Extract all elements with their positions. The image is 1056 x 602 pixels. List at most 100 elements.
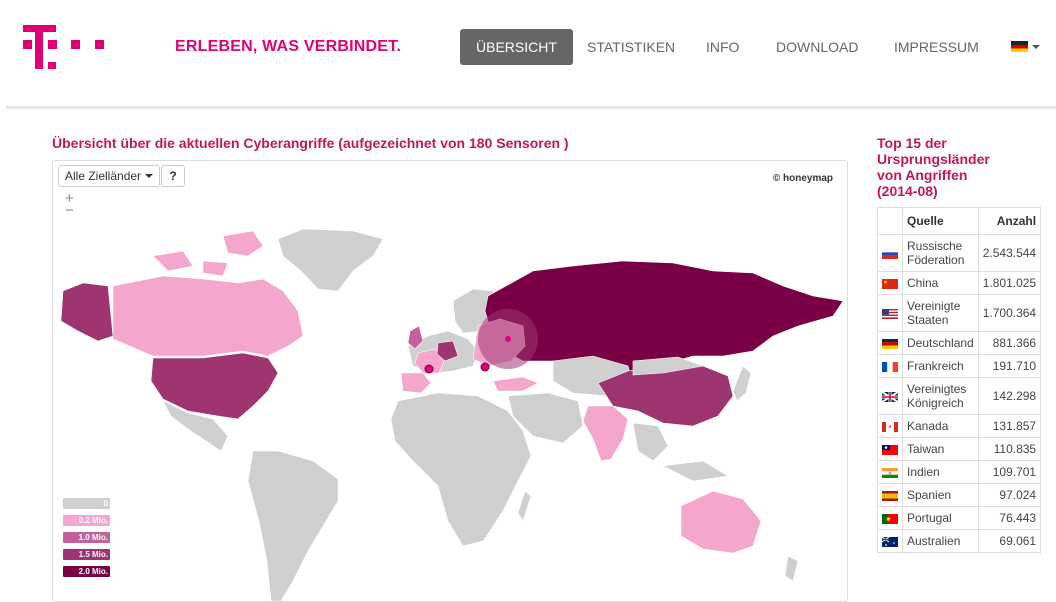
country-turkey[interactable] xyxy=(492,376,539,392)
country-greenland[interactable] xyxy=(277,228,384,292)
flag-au-icon xyxy=(882,536,898,547)
attack-marker-france[interactable] xyxy=(424,364,434,374)
country-name: Vereinigte Staaten xyxy=(902,294,979,332)
map-panel: Alle Zielländer ? + − © honeymap 0 0.2 M… xyxy=(52,160,848,602)
map-legend: 0 0.2 Mio. 1.0 Mio. 1.5 Mio. 2.0 Mio. xyxy=(63,498,110,583)
attack-marker-russia[interactable] xyxy=(505,336,511,342)
table-row: Russische Föderation 2.543.544 xyxy=(877,234,1042,272)
target-country-select[interactable]: Alle Zielländer xyxy=(58,165,161,187)
country-alaska[interactable] xyxy=(60,282,114,342)
country-iberia[interactable] xyxy=(400,372,432,394)
attack-count: 97.024 xyxy=(977,483,1042,507)
attack-count: 1.700.364 xyxy=(977,294,1042,332)
page-title: Übersicht über die aktuellen Cyberangrif… xyxy=(52,135,569,151)
flag-in-icon xyxy=(882,467,898,478)
attack-count: 2.543.544 xyxy=(977,234,1042,272)
nav-statistiken[interactable]: STATISTIKEN xyxy=(587,39,676,55)
table-row: Spanien 97.024 xyxy=(877,483,1042,507)
table-header: Quelle Anzahl xyxy=(877,207,1042,235)
table-row: Taiwan 110.835 xyxy=(877,437,1042,461)
table-row: Frankreich 191.710 xyxy=(877,354,1042,378)
nav-download[interactable]: DOWNLOAD xyxy=(776,39,859,55)
country-name: Kanada xyxy=(902,414,979,438)
chevron-down-icon xyxy=(1032,44,1040,49)
table-header-flag xyxy=(877,207,903,235)
legend-item-0: 0 xyxy=(63,498,110,509)
tagline: ERLEBEN, WAS VERBINDET. xyxy=(175,38,401,55)
table-header-source: Quelle xyxy=(902,207,979,235)
country-name: China xyxy=(902,271,979,295)
country-name: Australien xyxy=(902,529,979,553)
country-name: Spanien xyxy=(902,483,979,507)
table-row: Kanada 131.857 xyxy=(877,414,1042,438)
nav-uebersicht[interactable]: ÜBERSICHT xyxy=(460,29,573,65)
country-name: Taiwan xyxy=(902,437,979,461)
table-row: Portugal 76.443 xyxy=(877,506,1042,530)
table-header-count: Anzahl xyxy=(977,207,1042,235)
table-row: Australien 69.061 xyxy=(877,529,1042,553)
attack-marker-balkans[interactable] xyxy=(480,362,490,372)
country-africa[interactable] xyxy=(390,392,532,547)
telekom-logo[interactable] xyxy=(20,22,120,72)
zoom-out-button[interactable]: − xyxy=(65,202,74,219)
flag-de-icon xyxy=(1011,41,1028,52)
country-se-asia[interactable] xyxy=(632,422,729,482)
country-canada-islands[interactable] xyxy=(152,230,264,277)
flag-pt-icon xyxy=(882,513,898,524)
attack-count: 69.061 xyxy=(977,529,1042,553)
country-south-america[interactable] xyxy=(247,450,339,601)
country-name: Vereinigtes Königreich xyxy=(902,377,979,415)
table-row: Deutschland 881.366 xyxy=(877,331,1042,355)
country-japan[interactable] xyxy=(732,365,752,402)
country-india[interactable] xyxy=(582,405,629,462)
flag-gb-icon xyxy=(882,391,898,402)
flag-us-icon xyxy=(882,308,898,319)
zoom-in-button[interactable]: + xyxy=(65,190,74,207)
table-row: China 1.801.025 xyxy=(877,271,1042,295)
attack-count: 142.298 xyxy=(977,377,1042,415)
country-new-zealand[interactable] xyxy=(784,555,799,582)
flag-cn-icon xyxy=(882,278,898,289)
country-name: Portugal xyxy=(902,506,979,530)
attack-count: 1.801.025 xyxy=(977,271,1042,295)
attack-count: 76.443 xyxy=(977,506,1042,530)
country-madagascar[interactable] xyxy=(517,490,532,522)
country-usa[interactable] xyxy=(150,352,279,420)
country-canada[interactable] xyxy=(112,275,304,357)
country-russia[interactable] xyxy=(484,260,844,374)
legend-item-1-5: 1.5 Mio. xyxy=(63,549,110,560)
flag-es-icon xyxy=(882,490,898,501)
legend-item-2-0: 2.0 Mio. xyxy=(63,566,110,577)
country-uk[interactable] xyxy=(407,325,424,350)
zoom-controls: + − xyxy=(65,190,74,219)
table-row: Vereinigtes Königreich 142.298 xyxy=(877,377,1042,415)
country-australia[interactable] xyxy=(680,490,762,554)
flag-fr-icon xyxy=(882,361,898,372)
country-mexico[interactable] xyxy=(162,400,229,452)
nav-info[interactable]: INFO xyxy=(706,39,740,55)
attack-count: 131.857 xyxy=(977,414,1042,438)
header: ERLEBEN, WAS VERBINDET. ÜBERSICHT STATIS… xyxy=(0,0,1056,108)
map-credit[interactable]: © honeymap xyxy=(772,173,833,184)
flag-ru-icon xyxy=(882,248,898,259)
country-name: Deutschland xyxy=(902,331,979,355)
country-france[interactable] xyxy=(414,348,446,374)
legend-item-0-2: 0.2 Mio. xyxy=(63,515,110,526)
country-name: Indien xyxy=(902,460,979,484)
target-country-label: Alle Zielländer xyxy=(65,169,142,183)
country-middle-east[interactable] xyxy=(507,392,584,444)
country-mongolia[interactable] xyxy=(632,356,705,376)
country-germany[interactable] xyxy=(436,340,459,362)
header-divider xyxy=(6,106,1056,109)
nav-impressum[interactable]: IMPRESSUM xyxy=(894,39,979,55)
chevron-down-icon xyxy=(145,174,154,178)
language-dropdown[interactable] xyxy=(1011,41,1040,52)
attack-count: 881.366 xyxy=(977,331,1042,355)
help-button[interactable]: ? xyxy=(161,165,185,187)
legend-item-1-0: 1.0 Mio. xyxy=(63,532,110,543)
world-map[interactable] xyxy=(53,161,847,601)
top-countries-table: Quelle Anzahl Russische Föderation 2.543… xyxy=(877,207,1042,553)
country-name: Russische Föderation xyxy=(902,234,979,272)
flag-de-icon xyxy=(882,338,898,349)
attack-count: 191.710 xyxy=(977,354,1042,378)
